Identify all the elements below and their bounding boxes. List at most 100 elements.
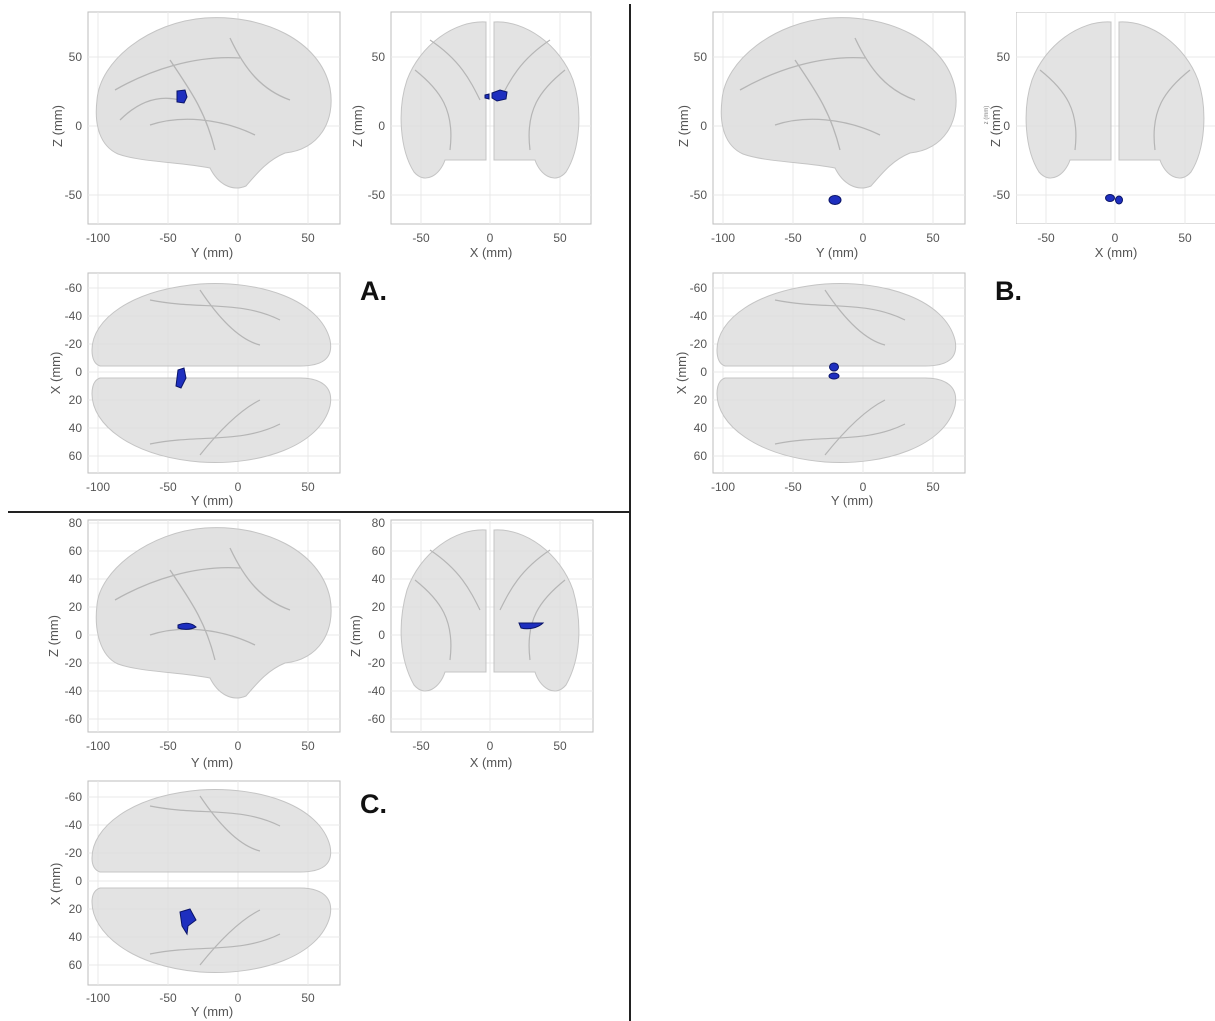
cluster-blob [175, 367, 187, 389]
tick-label: -60 [690, 281, 708, 295]
brain-lower-hemisphere [91, 377, 332, 463]
brain-upper-hemisphere [91, 283, 332, 367]
tick-label: 50 [997, 50, 1011, 64]
tick-label: -20 [690, 337, 708, 351]
y-axis-label: Z (mm) [676, 105, 691, 147]
panel-label-c: C. [360, 789, 387, 819]
x-axis-label: Y (mm) [191, 245, 233, 260]
x-axis-label: Y (mm) [191, 755, 233, 770]
panel-b-sagittal-view: 50 0 -50 -100 -50 0 50 Y (mm) Z (mm) [676, 11, 966, 260]
cluster-blob [179, 908, 197, 936]
tick-label: 0 [235, 231, 242, 245]
tick-label: -20 [368, 656, 386, 670]
tick-label: 50 [1178, 231, 1192, 245]
tick-label: 60 [694, 449, 708, 463]
tick-label: 20 [69, 393, 83, 407]
panel-a-coronal-view: 50 0 -50 -50 0 50 X (mm) Z (mm) [350, 11, 592, 260]
tick-label: 20 [372, 600, 386, 614]
brain-lateral-shape [720, 17, 957, 189]
tick-label: 60 [372, 544, 386, 558]
tick-label: -40 [690, 309, 708, 323]
panel-c-sagittal-view: 80 60 40 20 0 -20 -40 -60 -100 -50 0 50 … [46, 516, 341, 770]
tick-label: -50 [412, 739, 430, 753]
tick-label: 0 [75, 628, 82, 642]
tick-label: 20 [694, 393, 708, 407]
panel-label-b: B. [995, 276, 1022, 306]
tick-label: 20 [69, 600, 83, 614]
tick-label: -60 [65, 712, 83, 726]
panel-c-axial-view: -60 -40 -20 0 20 40 60 -100 -50 0 50 Y (… [48, 780, 341, 1019]
tick-label: -50 [159, 991, 177, 1005]
tick-label: -50 [784, 480, 802, 494]
tick-label: -50 [412, 231, 430, 245]
tick-label: 50 [301, 739, 315, 753]
panel-label-a: A. [360, 276, 387, 306]
tick-label: 40 [69, 572, 83, 586]
y-axis-label: X (mm) [48, 863, 63, 906]
tick-label: -50 [159, 739, 177, 753]
tick-label: 50 [553, 739, 567, 753]
cluster-blob [491, 89, 508, 102]
x-axis-label: Y (mm) [816, 245, 858, 260]
tick-label: -50 [159, 480, 177, 494]
tick-label: -100 [86, 480, 110, 494]
panel-a-axial-view: -60 -40 -20 0 20 40 60 -100 -50 0 50 Y (… [48, 272, 341, 508]
tick-label: 50 [372, 50, 386, 64]
y-axis-label-small: z (mm) [984, 106, 990, 125]
cluster-blob [1105, 194, 1115, 202]
tick-label: 50 [69, 50, 83, 64]
x-axis-label: X (mm) [470, 245, 513, 260]
tick-label: 0 [75, 119, 82, 133]
tick-label: 50 [301, 991, 315, 1005]
brain-lateral-shape [95, 17, 332, 189]
y-axis-label: Z (mm) [988, 105, 1003, 147]
tick-label: 60 [69, 958, 83, 972]
tick-label: 20 [69, 902, 83, 916]
tick-label: -40 [368, 684, 386, 698]
cluster-blob [1115, 195, 1123, 205]
tick-label: 40 [69, 421, 83, 435]
tick-label: 0 [1003, 119, 1010, 133]
panel-a-sagittal-view: 50 0 -50 -100 -50 0 50 Y (mm) Z (mm) [50, 11, 341, 260]
x-axis-label: Y (mm) [831, 493, 873, 508]
tick-label: -20 [65, 656, 83, 670]
cluster-blob [828, 372, 840, 380]
tick-label: -40 [65, 818, 83, 832]
tick-label: -20 [65, 337, 83, 351]
tick-label: 0 [235, 480, 242, 494]
tick-label: -60 [65, 281, 83, 295]
tick-label: 0 [700, 365, 707, 379]
panel-b-axial-view: -60 -40 -20 0 20 40 60 -100 -50 0 50 Y (… [674, 272, 966, 508]
tick-label: 0 [75, 365, 82, 379]
tick-label: -20 [65, 846, 83, 860]
tick-label: -100 [711, 480, 735, 494]
tick-label: 50 [926, 231, 940, 245]
y-axis-label: Z (mm) [350, 105, 365, 147]
tick-label: -50 [993, 188, 1011, 202]
cluster-blob [518, 622, 545, 630]
tick-label: 40 [372, 572, 386, 586]
tick-label: 0 [1112, 231, 1119, 245]
x-axis-label: Y (mm) [191, 493, 233, 508]
brain-left-hemisphere [400, 21, 487, 179]
tick-label: 0 [487, 231, 494, 245]
y-axis-label: Z (mm) [50, 105, 65, 147]
tick-label: 50 [301, 480, 315, 494]
tick-label: 0 [487, 739, 494, 753]
panel-c-coronal-view: 80 60 40 20 0 -20 -40 -60 -50 0 50 X (mm… [348, 516, 594, 770]
tick-label: 60 [69, 544, 83, 558]
tick-label: 80 [69, 516, 83, 530]
tick-label: -40 [65, 684, 83, 698]
tick-label: 0 [700, 119, 707, 133]
tick-label: 0 [75, 874, 82, 888]
tick-label: 0 [235, 991, 242, 1005]
cluster-blob [484, 93, 490, 100]
y-axis-label: Z (mm) [348, 615, 363, 657]
brain-right-hemisphere [493, 21, 580, 179]
tick-label: 0 [860, 480, 867, 494]
y-axis-label: X (mm) [48, 352, 63, 395]
cluster-blob [177, 622, 197, 630]
y-axis-label: X (mm) [674, 352, 689, 395]
cluster-blob [828, 195, 842, 205]
tick-label: -50 [690, 188, 708, 202]
